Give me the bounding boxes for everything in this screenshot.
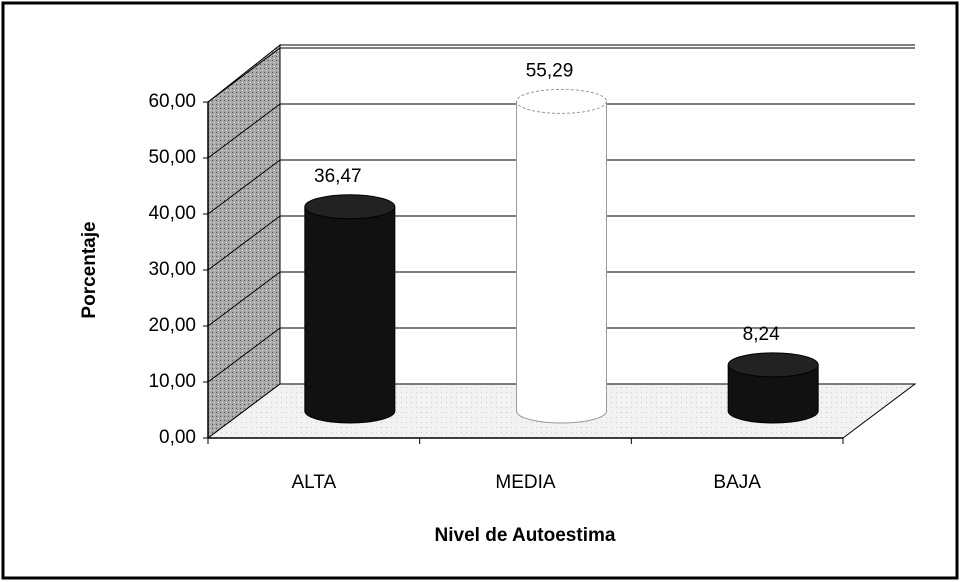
bar-top	[516, 88, 607, 114]
bar	[516, 101, 607, 411]
y-tick-label: 50,00	[148, 147, 196, 168]
grid-line	[207, 159, 281, 215]
plot: 0,00 10,00 20,00 30,00 40,00 50,00 60,00 ALTA 36…	[148, 47, 915, 493]
grid-line	[207, 271, 281, 327]
grid-line	[207, 215, 281, 271]
y-tick-label: 0,00	[159, 427, 196, 448]
y-tick-label: 40,00	[148, 203, 196, 224]
bar-top	[727, 352, 819, 378]
grid-line	[207, 47, 281, 103]
value-label: 55,29	[526, 60, 574, 81]
x-tick-label: ALTA	[291, 472, 336, 493]
y-tick-label: 30,00	[148, 259, 196, 280]
bar-top	[304, 194, 396, 220]
x-axis-title: Nivel de Autoestima	[435, 525, 616, 546]
y-tick-label: 20,00	[148, 315, 196, 336]
value-label: 36,47	[314, 166, 362, 187]
side-wall	[207, 43, 281, 439]
bar	[304, 206, 395, 411]
grid-line	[207, 327, 281, 383]
value-label: 8,24	[743, 324, 780, 345]
y-tick-label: 60,00	[148, 91, 196, 112]
x-tick-label: BAJA	[713, 472, 761, 493]
y-axis-title: Porcentaje	[79, 221, 100, 318]
grid-line	[207, 103, 281, 159]
x-tick-label: MEDIA	[495, 472, 556, 493]
y-tick-label: 10,00	[148, 371, 196, 392]
